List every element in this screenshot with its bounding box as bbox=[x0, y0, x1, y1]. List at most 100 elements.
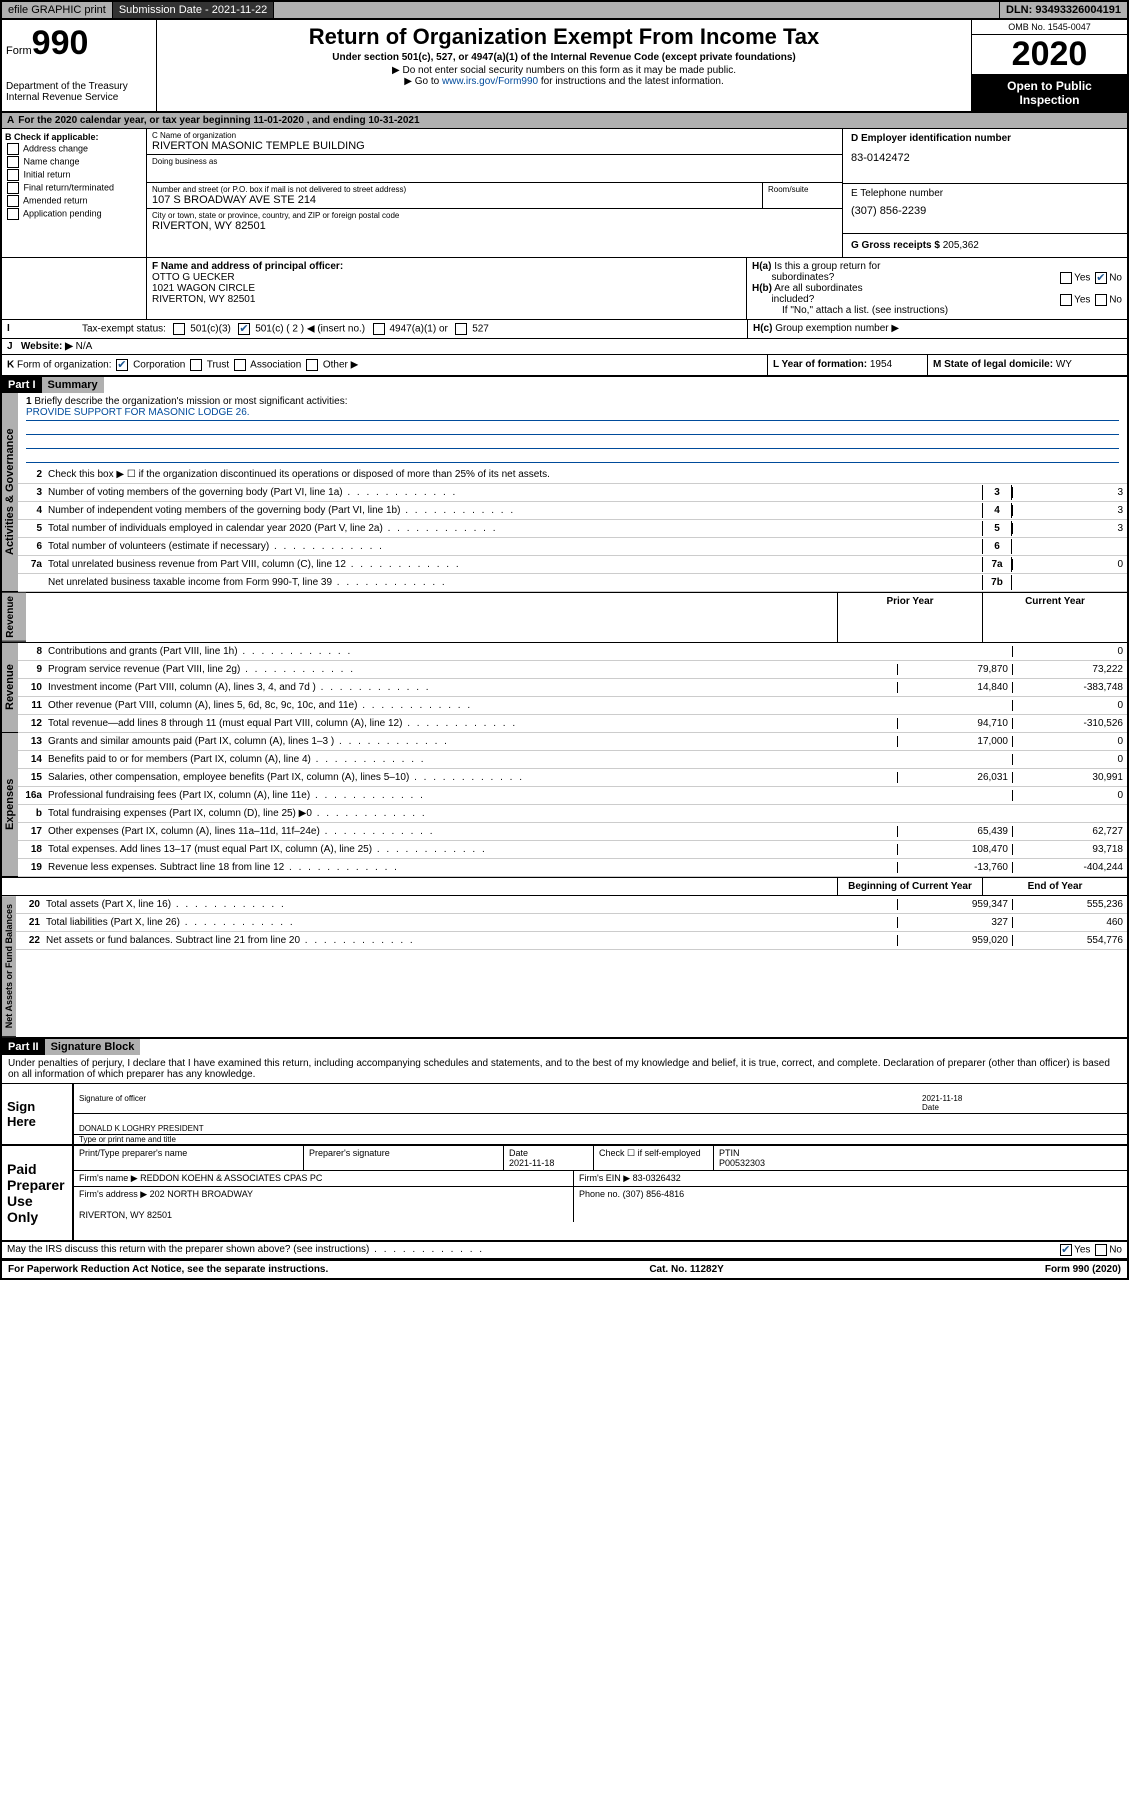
sign-here-block: Sign Here Signature of officer2021-11-18… bbox=[2, 1084, 1127, 1144]
ein: 83-0142472 bbox=[851, 152, 1119, 164]
i-label: I bbox=[2, 320, 77, 338]
subtitle-2: ▶ Do not enter social security numbers o… bbox=[161, 65, 967, 76]
col-beginning: Beginning of Current Year bbox=[837, 878, 982, 895]
addr-label: Number and street (or P.O. box if mail i… bbox=[152, 185, 757, 194]
sign-here-label: Sign Here bbox=[2, 1084, 72, 1144]
line-1: 1 Briefly describe the organization's mi… bbox=[18, 393, 1127, 466]
prep-name-label: Print/Type preparer's name bbox=[74, 1146, 304, 1170]
city-state-zip: RIVERTON, WY 82501 bbox=[152, 220, 837, 232]
h-c: H(c) Group exemption number ▶ bbox=[747, 320, 1127, 338]
line-k: K Form of organization: Corporation Trus… bbox=[2, 355, 767, 375]
form-990-page: efile GRAPHIC print Submission Date - 20… bbox=[0, 0, 1129, 1280]
room-suite: Room/suite bbox=[762, 183, 842, 208]
declaration-text: Under penalties of perjury, I declare th… bbox=[2, 1055, 1127, 1084]
name-column: C Name of organization RIVERTON MASONIC … bbox=[147, 129, 842, 257]
sig-officer-label: Signature of officer bbox=[79, 1094, 922, 1112]
tab-activities: Activities & Governance bbox=[2, 393, 18, 592]
cb-application-pending[interactable]: Application pending bbox=[5, 208, 143, 220]
print-name-label: Type or print name and title bbox=[74, 1135, 1127, 1144]
footer-left: For Paperwork Reduction Act Notice, see … bbox=[8, 1264, 328, 1275]
omb-number: OMB No. 1545-0047 bbox=[972, 20, 1127, 35]
h-note: If "No," attach a list. (see instruction… bbox=[752, 305, 1122, 316]
right-column: D Employer identification number 83-0142… bbox=[842, 129, 1127, 257]
tab-expenses: Expenses bbox=[2, 733, 18, 877]
gross-receipts: 205,362 bbox=[943, 240, 979, 251]
dba-label: Doing business as bbox=[152, 157, 837, 166]
d-label: D Employer identification number bbox=[851, 133, 1119, 144]
year-columns-header: Revenue Prior Year Current Year bbox=[2, 592, 1127, 643]
city-label: City or town, state or province, country… bbox=[152, 211, 837, 220]
form-number-block: Form990 Department of the Treasury Inter… bbox=[2, 20, 157, 111]
cb-initial-return[interactable]: Initial return bbox=[5, 169, 143, 181]
officer-group-row: F Name and address of principal officer:… bbox=[2, 258, 1127, 320]
net-columns-header: Beginning of Current Year End of Year bbox=[2, 877, 1127, 896]
irs-link[interactable]: www.irs.gov/Form990 bbox=[442, 76, 538, 87]
g-label: G Gross receipts $ bbox=[851, 240, 940, 251]
principal-officer: F Name and address of principal officer:… bbox=[147, 258, 747, 319]
firm-phone: (307) 856-4816 bbox=[623, 1189, 685, 1199]
part-2-header: Part IISignature Block bbox=[2, 1037, 1127, 1055]
discuss-row: May the IRS discuss this return with the… bbox=[2, 1240, 1127, 1259]
paid-preparer-block: Paid Preparer Use Only Print/Type prepar… bbox=[2, 1144, 1127, 1240]
entity-info: B Check if applicable: Address change Na… bbox=[2, 129, 1127, 258]
form-title: Return of Organization Exempt From Incom… bbox=[161, 24, 967, 50]
tax-year: 2020 bbox=[972, 35, 1127, 75]
officer-print-name: DONALD K LOGHRY PRESIDENT bbox=[79, 1124, 204, 1133]
footer-right: Form 990 (2020) bbox=[1045, 1264, 1121, 1275]
line-2: Check this box ▶ ☐ if the organization d… bbox=[48, 467, 1127, 482]
subtitle-3: ▶ Go to www.irs.gov/Form990 for instruct… bbox=[161, 76, 967, 87]
part-1-header: Part ISummary bbox=[2, 377, 1127, 393]
topbar-spacer bbox=[274, 2, 1000, 18]
prep-date: 2021-11-18 bbox=[509, 1158, 554, 1168]
ptin: P00532303 bbox=[719, 1158, 765, 1168]
title-block: Return of Organization Exempt From Incom… bbox=[157, 20, 972, 111]
line-a: AFor the 2020 calendar year, or tax year… bbox=[2, 113, 1127, 129]
footer-cat: Cat. No. 11282Y bbox=[649, 1264, 723, 1275]
header: Form990 Department of the Treasury Inter… bbox=[2, 20, 1127, 113]
spacer bbox=[2, 258, 147, 319]
f-label: F Name and address of principal officer: bbox=[152, 261, 741, 272]
subtitle-1: Under section 501(c), 527, or 4947(a)(1)… bbox=[161, 52, 967, 63]
cb-final-return[interactable]: Final return/terminated bbox=[5, 182, 143, 194]
officer-name: OTTO G UECKER bbox=[152, 272, 741, 283]
check-column-b: B Check if applicable: Address change Na… bbox=[2, 129, 147, 257]
year-block: OMB No. 1545-0047 2020 Open to Public In… bbox=[972, 20, 1127, 111]
tax-exempt-status: Tax-exempt status: 501(c)(3) 501(c) ( 2 … bbox=[77, 320, 747, 338]
cb-amended[interactable]: Amended return bbox=[5, 195, 143, 207]
tab-revenue-side: Revenue bbox=[2, 643, 18, 733]
open-inspection: Open to Public Inspection bbox=[972, 75, 1127, 111]
sig-date: 2021-11-18 bbox=[922, 1094, 962, 1103]
street-address: 107 S BROADWAY AVE STE 214 bbox=[152, 194, 757, 206]
prep-sig-label: Preparer's signature bbox=[304, 1146, 504, 1170]
form-num: 990 bbox=[32, 24, 89, 62]
officer-address: 1021 WAGON CIRCLE RIVERTON, WY 82501 bbox=[152, 283, 741, 305]
mission-text: PROVIDE SUPPORT FOR MASONIC LODGE 26. bbox=[26, 407, 1119, 421]
footer: For Paperwork Reduction Act Notice, see … bbox=[2, 1259, 1127, 1278]
b-label: B Check if applicable: bbox=[5, 132, 143, 142]
cb-name-change[interactable]: Name change bbox=[5, 156, 143, 168]
cb-address-change[interactable]: Address change bbox=[5, 143, 143, 155]
activities-governance: Activities & Governance 1 Briefly descri… bbox=[2, 393, 1127, 592]
efile-label: efile GRAPHIC print bbox=[2, 2, 113, 18]
firm-name: REDDON KOEHN & ASSOCIATES CPAS PC bbox=[140, 1173, 322, 1183]
dln: DLN: 93493326004191 bbox=[1000, 2, 1127, 18]
phone: (307) 856-2239 bbox=[851, 205, 1119, 217]
col-end: End of Year bbox=[982, 878, 1127, 895]
e-label: E Telephone number bbox=[851, 188, 1119, 199]
h-block: H(a) Is this a group return for subordin… bbox=[747, 258, 1127, 319]
tab-revenue: Revenue bbox=[2, 593, 26, 642]
col-current-year: Current Year bbox=[982, 593, 1127, 642]
line-l: L Year of formation: 1954 bbox=[767, 355, 927, 375]
line-m: M State of legal domicile: WY bbox=[927, 355, 1127, 375]
c-label: C Name of organization bbox=[152, 131, 837, 140]
prep-self-employed: Check ☐ if self-employed bbox=[594, 1146, 714, 1170]
topbar: efile GRAPHIC print Submission Date - 20… bbox=[2, 2, 1127, 20]
form-word: Form bbox=[6, 45, 32, 57]
col-prior-year: Prior Year bbox=[837, 593, 982, 642]
line-a-text: For the 2020 calendar year, or tax year … bbox=[18, 115, 419, 126]
paid-preparer-label: Paid Preparer Use Only bbox=[2, 1146, 72, 1240]
org-name: RIVERTON MASONIC TEMPLE BUILDING bbox=[152, 140, 837, 152]
firm-ein: 83-0326432 bbox=[633, 1173, 681, 1183]
tab-net-assets: Net Assets or Fund Balances bbox=[2, 896, 16, 1037]
website: N/A bbox=[76, 341, 93, 352]
